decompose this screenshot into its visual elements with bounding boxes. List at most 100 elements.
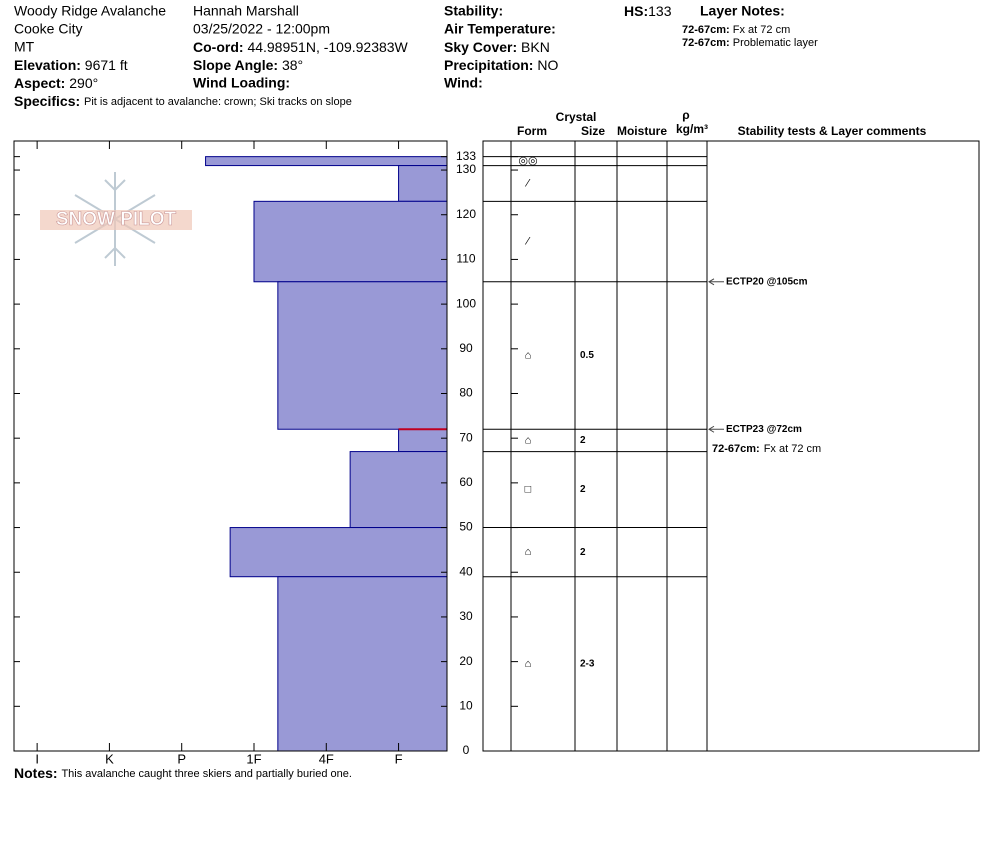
value: 44.98951N, -109.92383W bbox=[247, 39, 408, 55]
text: Fx at 72 cm bbox=[764, 443, 821, 455]
depth: 72-67cm: bbox=[682, 37, 730, 49]
y-tick-label: 120 bbox=[456, 207, 476, 221]
value: 290° bbox=[69, 75, 98, 91]
y-tick-label: 30 bbox=[459, 609, 473, 623]
y-tick-label: 70 bbox=[459, 430, 473, 444]
arrow-head bbox=[708, 425, 715, 433]
hardness-bar bbox=[205, 156, 448, 167]
x-tick-label: 1F bbox=[246, 751, 261, 766]
hardness-bar bbox=[277, 576, 448, 752]
datetime: 03/25/2022 - 12:00pm bbox=[193, 21, 330, 37]
x-tick-label: I bbox=[35, 751, 39, 766]
y-tick-label: 133 bbox=[456, 149, 476, 163]
grain-size: 0.5 bbox=[580, 350, 594, 361]
note: Fx at 72 cm bbox=[733, 24, 790, 36]
grain-form: ◎◎ bbox=[518, 155, 537, 167]
hardness-bar bbox=[253, 200, 448, 283]
test-label: ECTP20 @105cm bbox=[726, 276, 808, 287]
state: MT bbox=[14, 39, 35, 55]
value: 9671 ft bbox=[85, 57, 128, 73]
test-label: ECTP23 @72cm bbox=[726, 424, 802, 435]
grain-size: 2 bbox=[580, 484, 586, 495]
grain-form: ⌂ bbox=[525, 434, 532, 446]
hs: HS:133 bbox=[624, 3, 672, 19]
y-tick-label: 130 bbox=[456, 162, 476, 176]
crystal-header: Crystal bbox=[556, 110, 597, 124]
stability: Stability: bbox=[444, 3, 503, 19]
aspect: Aspect: 290° bbox=[14, 75, 98, 91]
hardness-bar bbox=[398, 428, 448, 453]
grain-form: ⌂ bbox=[525, 349, 532, 361]
hardness-frame bbox=[13, 140, 448, 752]
sky: Sky Cover: BKN bbox=[444, 39, 550, 55]
label: Aspect: bbox=[14, 75, 65, 91]
y-tick-label: 10 bbox=[459, 698, 473, 712]
depth: 72-67cm: bbox=[712, 443, 760, 455]
wind: Wind: bbox=[444, 75, 483, 91]
grain-size: 2 bbox=[580, 435, 586, 446]
value: BKN bbox=[521, 39, 550, 55]
coord: Co-ord: 44.98951N, -109.92383W bbox=[193, 39, 409, 55]
value: NO bbox=[537, 57, 558, 73]
hardness-bar bbox=[349, 451, 448, 529]
y-tick-label: 20 bbox=[459, 654, 473, 668]
label: Elevation: bbox=[14, 57, 81, 73]
x-tick-label: F bbox=[395, 751, 403, 766]
value: Pit is adjacent to avalanche: crown; Ski… bbox=[84, 96, 352, 108]
city: Cooke City bbox=[14, 21, 82, 37]
y-tick-label: 0 bbox=[463, 743, 470, 757]
label: Notes: bbox=[14, 765, 58, 781]
density-unit: kg/m³ bbox=[676, 122, 708, 136]
logo-band bbox=[40, 210, 192, 230]
note: Problematic layer bbox=[733, 37, 818, 49]
y-tick-label: 100 bbox=[456, 296, 476, 310]
label: Sky Cover: bbox=[444, 39, 517, 55]
wind-loading: Wind Loading: bbox=[193, 75, 290, 91]
grain-size: 2-3 bbox=[580, 658, 595, 669]
label: Specifics: bbox=[14, 93, 80, 109]
elevation: Elevation: 9671 ft bbox=[14, 57, 128, 73]
y-tick-label: 60 bbox=[459, 475, 473, 489]
label: Slope Angle: bbox=[193, 57, 278, 73]
precip: Precipitation: NO bbox=[444, 57, 558, 73]
table-frame bbox=[482, 140, 980, 752]
grain-form: □ bbox=[525, 483, 532, 495]
y-tick-label: 40 bbox=[459, 564, 473, 578]
label: HS: bbox=[624, 3, 648, 19]
layer-note: 72-67cm: Problematic layer bbox=[682, 37, 818, 49]
layer-note: 72-67cm: Fx at 72 cm bbox=[682, 24, 790, 36]
observer: Hannah Marshall bbox=[193, 3, 299, 19]
label: Co-ord: bbox=[193, 39, 244, 55]
label: Precipitation: bbox=[444, 57, 533, 73]
hardness-bar bbox=[277, 281, 448, 430]
layer-comment: 72-67cm: Fx at 72 cm bbox=[712, 443, 821, 455]
x-tick-label: P bbox=[177, 751, 186, 766]
size-header: Size bbox=[581, 124, 605, 138]
air-temp: Air Temperature: bbox=[444, 21, 556, 37]
slope: Slope Angle: 38° bbox=[193, 57, 303, 73]
moisture-header: Moisture bbox=[617, 124, 667, 138]
location: Woody Ridge Avalanche bbox=[14, 3, 166, 19]
hardness-bar bbox=[398, 165, 448, 202]
specifics: Specifics: Pit is adjacent to avalanche:… bbox=[14, 93, 352, 109]
grain-form: ⌂ bbox=[525, 546, 532, 558]
logo-text: SNOW PILOT bbox=[56, 209, 177, 230]
layer-notes-label: Layer Notes: bbox=[700, 3, 785, 19]
arrow-head bbox=[708, 278, 715, 286]
x-tick-label: 4F bbox=[319, 751, 334, 766]
value: 38° bbox=[282, 57, 303, 73]
grain-size: 2 bbox=[580, 547, 586, 558]
form-header: Form bbox=[517, 124, 547, 138]
rho-header: ρ bbox=[682, 108, 689, 122]
y-tick-label: 50 bbox=[459, 520, 473, 534]
grain-form: ⁄ bbox=[524, 177, 531, 189]
grain-form: ⁄ bbox=[524, 235, 531, 247]
x-tick-label: K bbox=[105, 751, 114, 766]
value: This avalanche caught three skiers and p… bbox=[61, 768, 351, 780]
hardness-bar bbox=[229, 527, 448, 578]
notes: Notes: This avalanche caught three skier… bbox=[14, 765, 352, 781]
grain-form: ⌂ bbox=[525, 658, 532, 670]
depth: 72-67cm: bbox=[682, 24, 730, 36]
value: 133 bbox=[648, 3, 672, 19]
